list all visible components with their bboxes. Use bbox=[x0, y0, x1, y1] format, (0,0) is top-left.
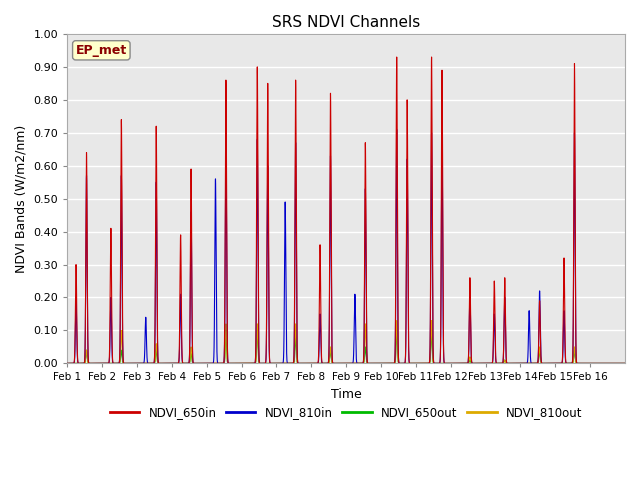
Y-axis label: NDVI Bands (W/m2/nm): NDVI Bands (W/m2/nm) bbox=[15, 124, 28, 273]
Text: EP_met: EP_met bbox=[76, 44, 127, 57]
X-axis label: Time: Time bbox=[331, 388, 362, 401]
Legend: NDVI_650in, NDVI_810in, NDVI_650out, NDVI_810out: NDVI_650in, NDVI_810in, NDVI_650out, NDV… bbox=[105, 401, 588, 423]
Title: SRS NDVI Channels: SRS NDVI Channels bbox=[272, 15, 420, 30]
